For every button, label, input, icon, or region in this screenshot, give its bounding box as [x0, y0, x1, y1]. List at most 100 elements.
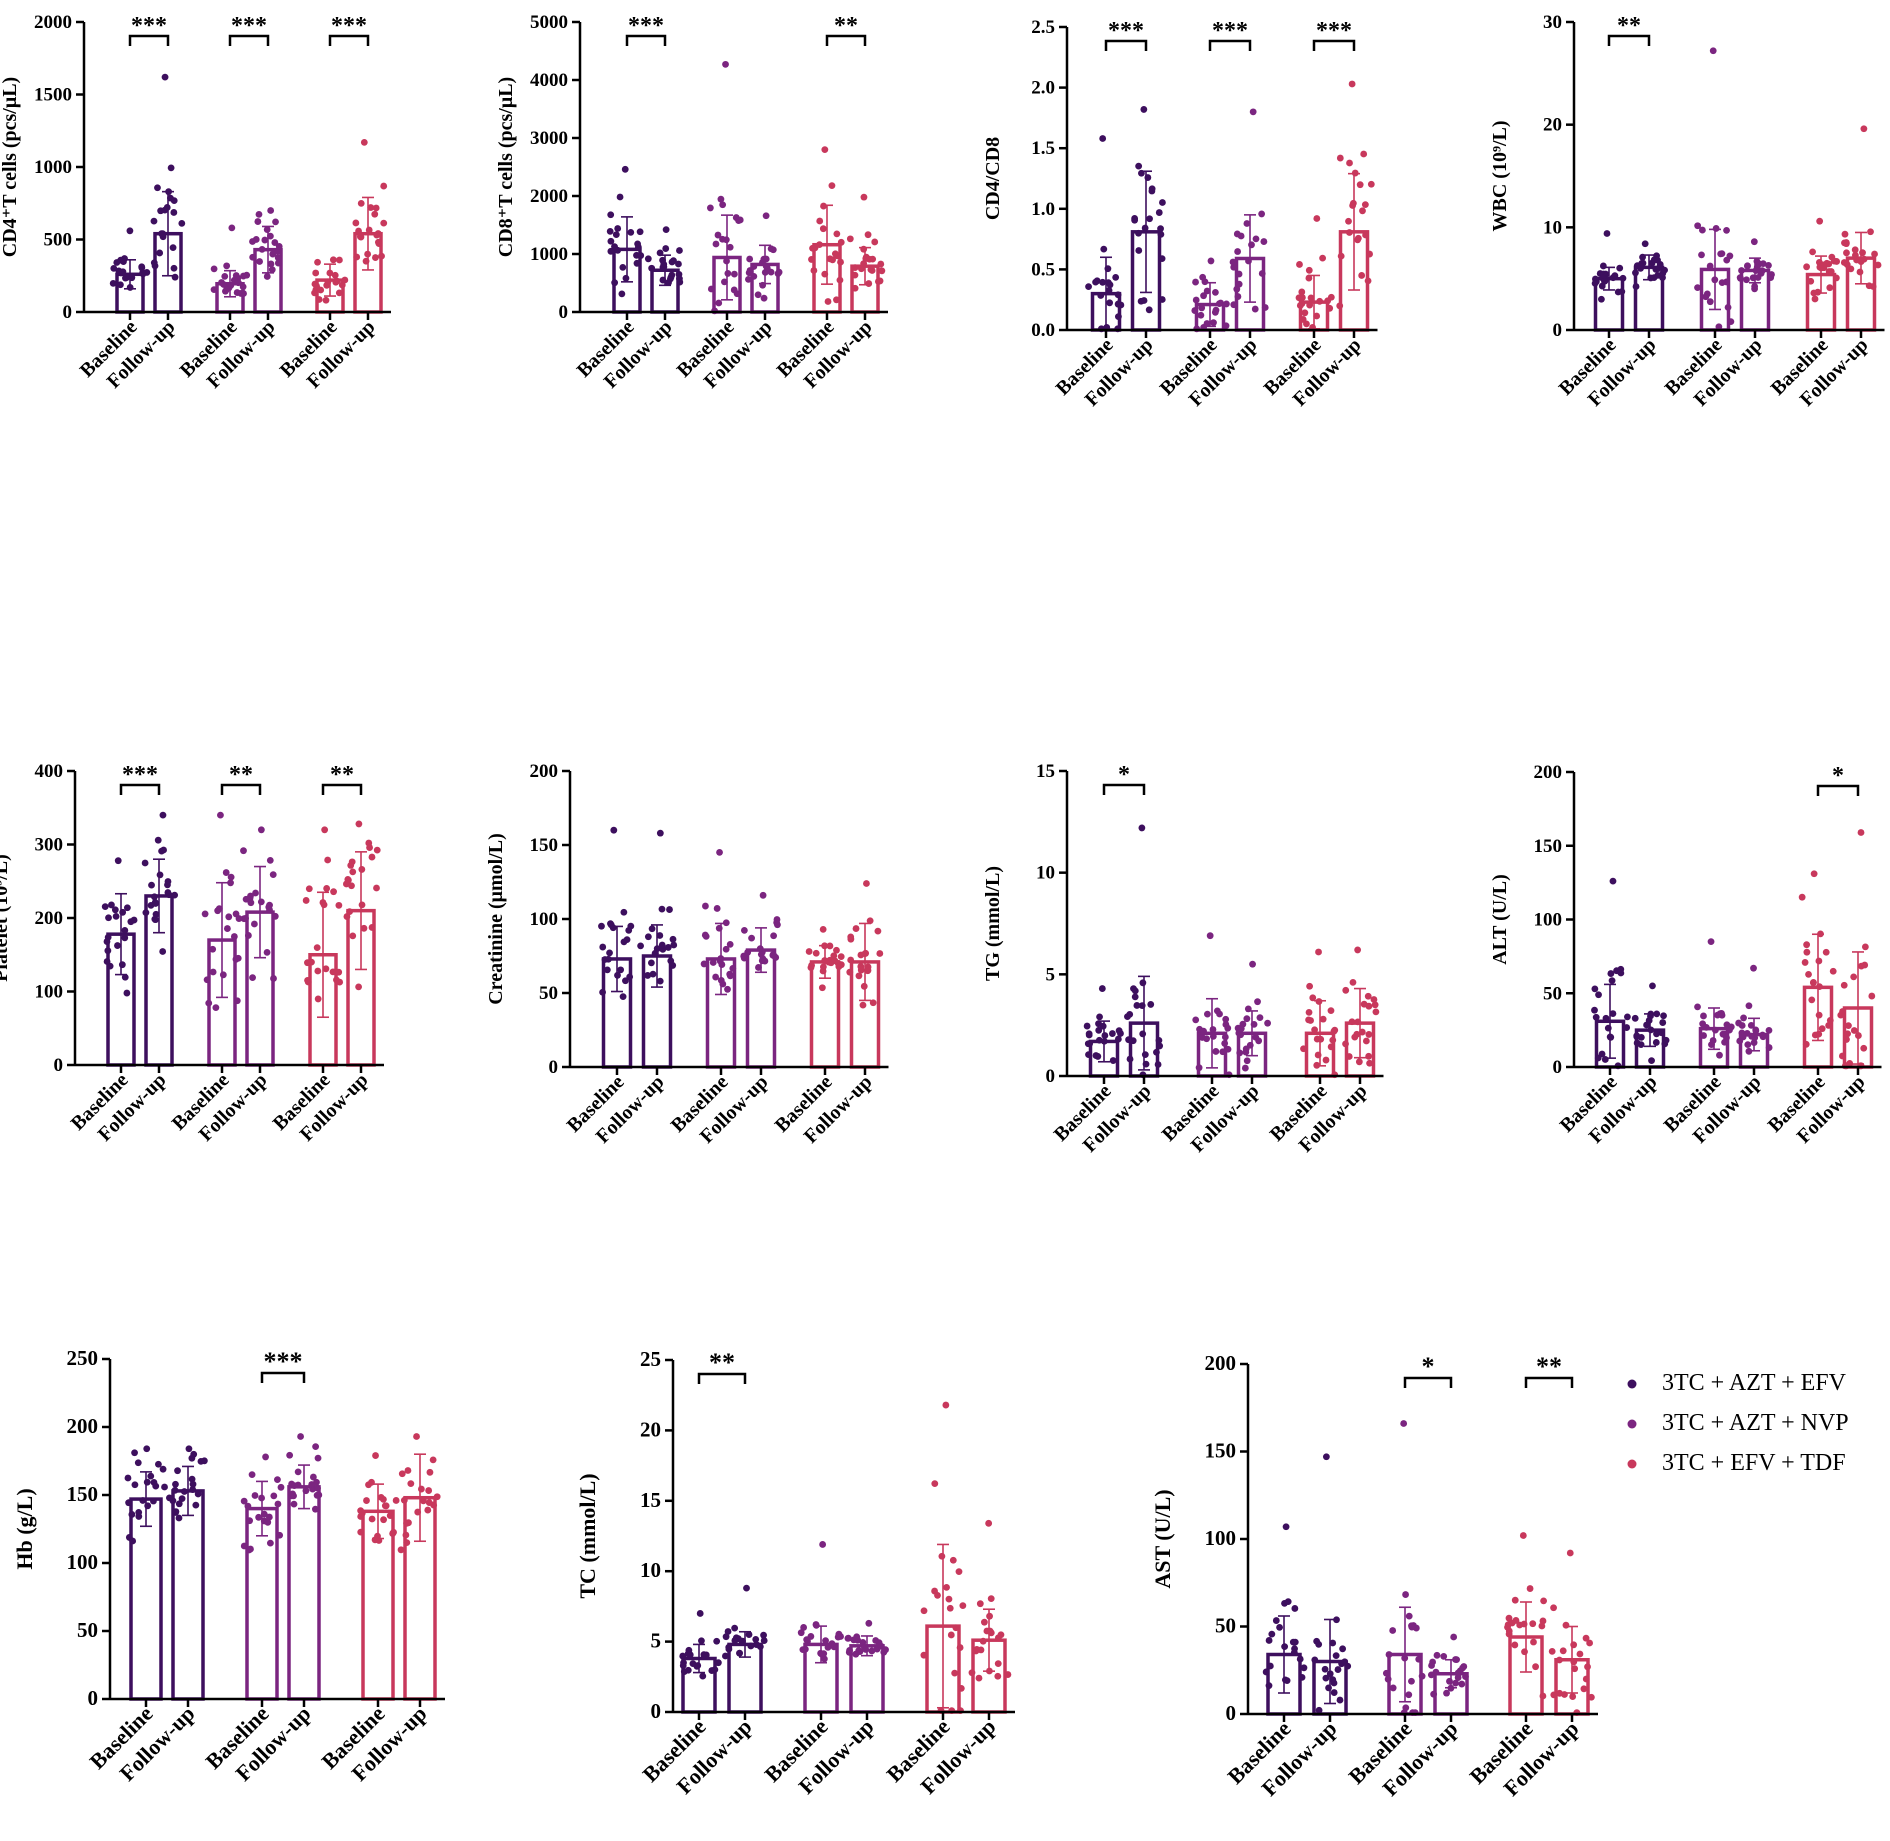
data-point — [1315, 1706, 1323, 1714]
data-point — [866, 255, 873, 263]
y-tick-label: 200 — [67, 1414, 99, 1438]
data-point — [178, 1495, 186, 1503]
data-point — [121, 973, 129, 981]
data-point — [664, 944, 672, 951]
data-point — [865, 280, 873, 287]
data-point — [275, 243, 283, 250]
data-point — [1233, 230, 1241, 238]
data-point — [242, 914, 249, 922]
data-point — [1550, 1691, 1558, 1699]
data-point — [943, 1583, 950, 1591]
data-point — [1599, 262, 1607, 270]
data-point — [820, 202, 827, 210]
data-point — [1389, 1627, 1397, 1634]
data-point — [309, 1473, 317, 1481]
data-point — [171, 1486, 179, 1494]
data-point — [225, 913, 233, 921]
data-point — [611, 243, 618, 251]
data-point — [853, 1633, 861, 1641]
data-point — [1716, 1051, 1723, 1059]
y-axis-title: CD4/CD8 — [982, 137, 1004, 220]
data-point — [1085, 1030, 1093, 1038]
data-point — [652, 949, 659, 957]
data-point — [1325, 1684, 1332, 1692]
data-point — [713, 1637, 721, 1645]
data-point — [1327, 1043, 1335, 1051]
data-point — [215, 905, 223, 913]
data-point — [209, 968, 217, 976]
data-point — [118, 961, 126, 969]
y-tick-label: 0 — [88, 1686, 99, 1710]
data-point — [368, 853, 376, 861]
data-point — [264, 1518, 272, 1526]
data-point — [125, 1499, 133, 1507]
y-tick-label: 50 — [539, 983, 558, 1004]
data-point — [1582, 1634, 1590, 1642]
data-point — [1430, 1690, 1438, 1698]
data-point — [170, 197, 178, 205]
y-tick-label: 10 — [1036, 863, 1055, 884]
data-point — [1582, 1675, 1590, 1683]
data-point — [274, 254, 282, 261]
data-point — [622, 977, 629, 985]
data-point-max — [1207, 257, 1215, 265]
data-point — [144, 1502, 152, 1510]
data-point — [1711, 1026, 1719, 1034]
data-point — [1004, 1671, 1012, 1678]
data-point-max — [1566, 1549, 1574, 1557]
data-point — [1432, 1668, 1440, 1676]
data-point — [112, 912, 120, 920]
data-point — [1539, 1692, 1547, 1700]
significance-label: *** — [331, 13, 367, 39]
data-point — [114, 942, 121, 949]
data-point — [606, 949, 613, 957]
data-point — [1251, 305, 1259, 313]
data-point-max — [1322, 1453, 1330, 1461]
data-point — [860, 245, 868, 253]
data-point — [1141, 224, 1149, 232]
data-point — [1313, 1061, 1321, 1069]
data-point — [1243, 1015, 1251, 1023]
significance-label: * — [1118, 762, 1130, 788]
data-point — [1811, 295, 1819, 303]
data-point — [877, 260, 885, 268]
data-point — [622, 274, 630, 282]
data-point — [812, 949, 820, 957]
data-point — [599, 943, 607, 951]
data-point — [931, 1480, 939, 1488]
data-point — [620, 908, 628, 916]
data-point — [167, 164, 175, 172]
data-point — [1358, 1028, 1366, 1036]
data-point — [1718, 1010, 1725, 1017]
data-point — [1433, 1651, 1441, 1659]
data-point — [1364, 277, 1372, 285]
data-point — [355, 227, 362, 235]
data-point — [171, 891, 179, 899]
data-point-max — [819, 1541, 827, 1548]
data-point — [304, 976, 311, 984]
data-point — [250, 920, 258, 928]
data-point — [165, 188, 173, 196]
data-point — [277, 1483, 285, 1491]
significance-label: *** — [264, 1347, 303, 1376]
data-point — [270, 975, 277, 982]
data-point-max — [656, 829, 664, 837]
data-point — [380, 1495, 387, 1503]
legend: 3TC + AZT + EFV 3TC + AZT + NVP 3TC + EFV … — [1627, 1370, 1849, 1476]
data-point — [1345, 217, 1352, 225]
data-point — [1311, 1026, 1319, 1034]
data-point — [269, 250, 277, 258]
data-point — [1192, 296, 1200, 304]
significance-bracket — [1607, 34, 1651, 46]
data-point — [1348, 1018, 1356, 1026]
data-point-max — [1707, 938, 1715, 946]
data-point — [1296, 1655, 1304, 1663]
y-tick-label: 0 — [54, 1055, 64, 1076]
data-point — [1462, 1673, 1469, 1680]
data-point — [1718, 279, 1726, 287]
data-point — [302, 1487, 310, 1495]
data-point — [1359, 207, 1366, 215]
data-point — [715, 924, 723, 932]
data-point — [335, 968, 343, 976]
data-point — [1609, 1010, 1617, 1017]
